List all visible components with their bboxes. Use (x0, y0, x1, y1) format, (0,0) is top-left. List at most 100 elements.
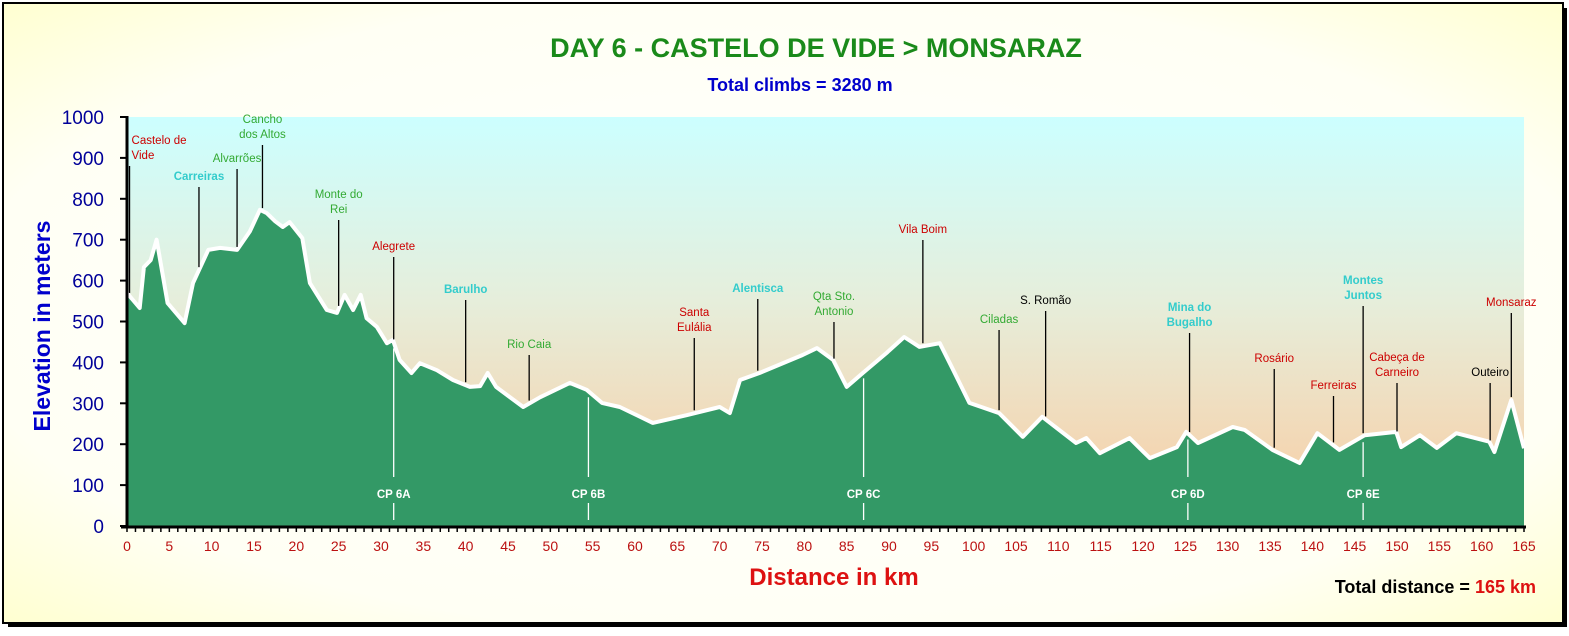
place-marker: Alegrete (372, 241, 415, 340)
place-label: Santa Eulália (677, 307, 712, 334)
x-tick-label: 160 (1470, 538, 1494, 554)
place-label-line: Rosário (1254, 353, 1294, 365)
x-tick-label: 65 (670, 538, 686, 554)
place-marker: Mina do Bugalho (1167, 302, 1213, 433)
chart-title: DAY 6 - CASTELO DE VIDE > MONSARAZ (550, 33, 1082, 63)
elevation-area (127, 209, 1524, 527)
x-tick-label: 90 (881, 538, 897, 554)
place-label-line: Ciladas (980, 314, 1019, 326)
place-label-line: Monsaraz (1486, 297, 1537, 309)
x-tick-label: 165 (1512, 538, 1536, 554)
place-marker: Santa Eulália (677, 307, 712, 411)
checkpoint-label: CP 6E (1347, 489, 1380, 501)
place-marker: Rosário (1254, 353, 1294, 448)
place-label-line: Vide (132, 150, 155, 162)
place-marker: Alvarrões (213, 153, 262, 247)
place-label-line: Outeiro (1471, 367, 1509, 379)
elevation-outline (125, 207, 1526, 465)
place-label: Montes Juntos (1343, 275, 1383, 302)
x-tick-label: 80 (797, 538, 813, 554)
place-label: Castelo de Vide (132, 135, 187, 162)
place-label: S. Romão (1020, 295, 1071, 307)
place-label: Alvarrões (213, 153, 262, 165)
place-label-line: Barulho (444, 284, 487, 296)
place-marker: Alentisca (732, 283, 784, 371)
x-tick-label: 70 (712, 538, 728, 554)
x-tick-label: 45 (500, 538, 516, 554)
place-label-line: Montes (1343, 275, 1383, 287)
checkpoint-label: CP 6B (572, 489, 606, 501)
y-tick-label: 600 (72, 272, 104, 293)
y-tick-label: 500 (72, 313, 104, 334)
checkpoint-marker: CP 6E (1347, 442, 1380, 520)
checkpoint-label: CP 6A (377, 489, 411, 501)
place-label: Monte do Rei (315, 189, 363, 216)
place-marker: Carreiras (174, 171, 225, 268)
place-marker: Ciladas (980, 314, 1019, 411)
x-tick-label: 140 (1301, 538, 1325, 554)
place-label-line: Carneiro (1375, 367, 1419, 379)
place-label-line: Qta Sto. (813, 291, 855, 303)
x-tick-label: 115 (1090, 538, 1113, 554)
y-tick-label: 300 (72, 394, 104, 415)
checkpoint-marker: CP 6B (572, 397, 606, 520)
place-label: Barulho (444, 284, 487, 296)
elevation-area-layer (125, 207, 1526, 527)
place-marker: Castelo de Vide (128, 135, 187, 293)
x-tick-label: 55 (585, 538, 601, 554)
x-tick-label: 20 (289, 538, 305, 554)
place-label-line: Juntos (1344, 290, 1382, 302)
place-marker: S. Romão (1020, 295, 1071, 417)
place-label: Alegrete (372, 241, 415, 253)
place-label-line: Ferreiras (1310, 380, 1356, 392)
place-label-line: Monte do (315, 189, 363, 201)
place-label-line: Bugalho (1167, 317, 1213, 329)
place-label-line: Alegrete (372, 241, 415, 253)
x-axis-label: Distance in km (749, 564, 918, 591)
y-tick-label: 900 (72, 149, 104, 170)
place-label-line: Alvarrões (213, 153, 262, 165)
axes-layer: 0 100 200 300 400 500 600 700 800 900 1000 0 5 10 15 20… (62, 108, 1536, 554)
place-label-line: Vila Boim (899, 224, 947, 236)
place-marker: Cancho dos Altos (239, 114, 286, 209)
place-label-line: Carreiras (174, 171, 225, 183)
place-label: Cancho dos Altos (239, 114, 286, 141)
place-label-line: Cancho (243, 114, 283, 126)
place-label-line: S. Romão (1020, 295, 1071, 307)
y-tick-label: 400 (72, 353, 104, 374)
x-tick-label: 75 (754, 538, 770, 554)
y-tick-label: 800 (72, 190, 104, 211)
place-label: Mina do Bugalho (1167, 302, 1213, 329)
place-label-line: Cabeça de (1369, 352, 1425, 364)
x-tick-label: 85 (839, 538, 855, 554)
place-label: Vila Boim (899, 224, 947, 236)
chart-subtitle: Total climbs = 3280 m (707, 75, 892, 95)
total-distance: Total distance = 165 km (1335, 577, 1536, 597)
checkpoint-marker: CP 6C (847, 378, 880, 520)
x-tick-label: 125 (1174, 538, 1198, 554)
place-label: Outeiro (1471, 367, 1509, 379)
x-tick-label: 145 (1343, 538, 1367, 554)
x-tick-label: 0 (123, 538, 131, 554)
x-tick-label: 135 (1258, 538, 1282, 554)
x-tick-label: 10 (204, 538, 220, 554)
x-tick-label: 5 (165, 538, 173, 554)
place-label-line: Rei (330, 204, 347, 216)
place-marker: Monte do Rei (315, 189, 363, 306)
place-marker: Ferreiras (1310, 380, 1357, 443)
x-tick-label: 150 (1385, 538, 1409, 554)
x-tick-label: 110 (1047, 538, 1070, 554)
x-tick-label: 15 (246, 538, 262, 554)
checkpoint-marker: CP 6D (1171, 439, 1205, 520)
y-tick-label: 100 (72, 476, 104, 497)
place-label: Alentisca (732, 283, 784, 295)
y-tick-label: 0 (93, 517, 104, 538)
place-marker: Barulho (444, 284, 487, 383)
place-marker: Montes Juntos (1343, 275, 1383, 434)
place-marker: Monsaraz (1486, 297, 1537, 398)
x-tick-label: 95 (924, 538, 940, 554)
total-distance-value: 165 km (1475, 577, 1536, 597)
place-label-line: Santa (679, 307, 710, 319)
y-tick-label: 200 (72, 435, 104, 456)
